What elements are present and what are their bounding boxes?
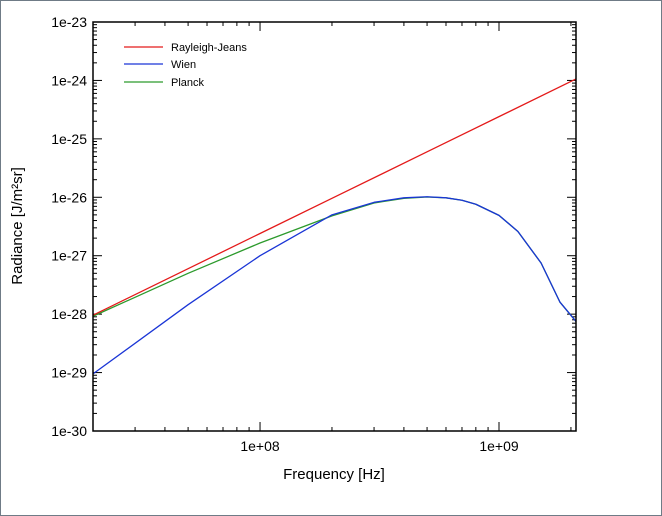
y-tick-label: 1e-29	[51, 365, 87, 381]
x-axis-title: Frequency [Hz]	[283, 466, 385, 483]
y-axis-title: Radiance [J/m²sr]	[9, 167, 26, 285]
x-tick-label: 1e+08	[240, 438, 280, 454]
x-tick-label: 1e+09	[479, 438, 519, 454]
y-tick-label: 1e-26	[51, 189, 87, 205]
y-tick-label: 1e-27	[51, 248, 87, 264]
y-tick-label: 1e-23	[51, 14, 87, 30]
y-tick-label: 1e-25	[51, 131, 87, 147]
legend-label: Planck	[171, 77, 205, 89]
y-tick-label: 1e-24	[51, 72, 87, 88]
legend: Rayleigh-Jeans Wien Planck	[124, 42, 247, 89]
tick-labels: 1e-23 1e-24 1e-25 1e-26 1e-27 1e-28 1e-29 1e-30…	[51, 14, 519, 454]
legend-label: Wien	[171, 59, 196, 71]
plot-border	[92, 21, 577, 432]
y-tick-label: 1e-28	[51, 306, 87, 322]
plot-area	[93, 22, 576, 431]
y-tick-label: 1e-30	[51, 423, 87, 439]
series-line-wien	[92, 196, 577, 375]
series-line-rayleigh-jeans	[92, 78, 577, 316]
legend-label: Rayleigh-Jeans	[171, 42, 247, 54]
series-layer	[92, 78, 577, 375]
